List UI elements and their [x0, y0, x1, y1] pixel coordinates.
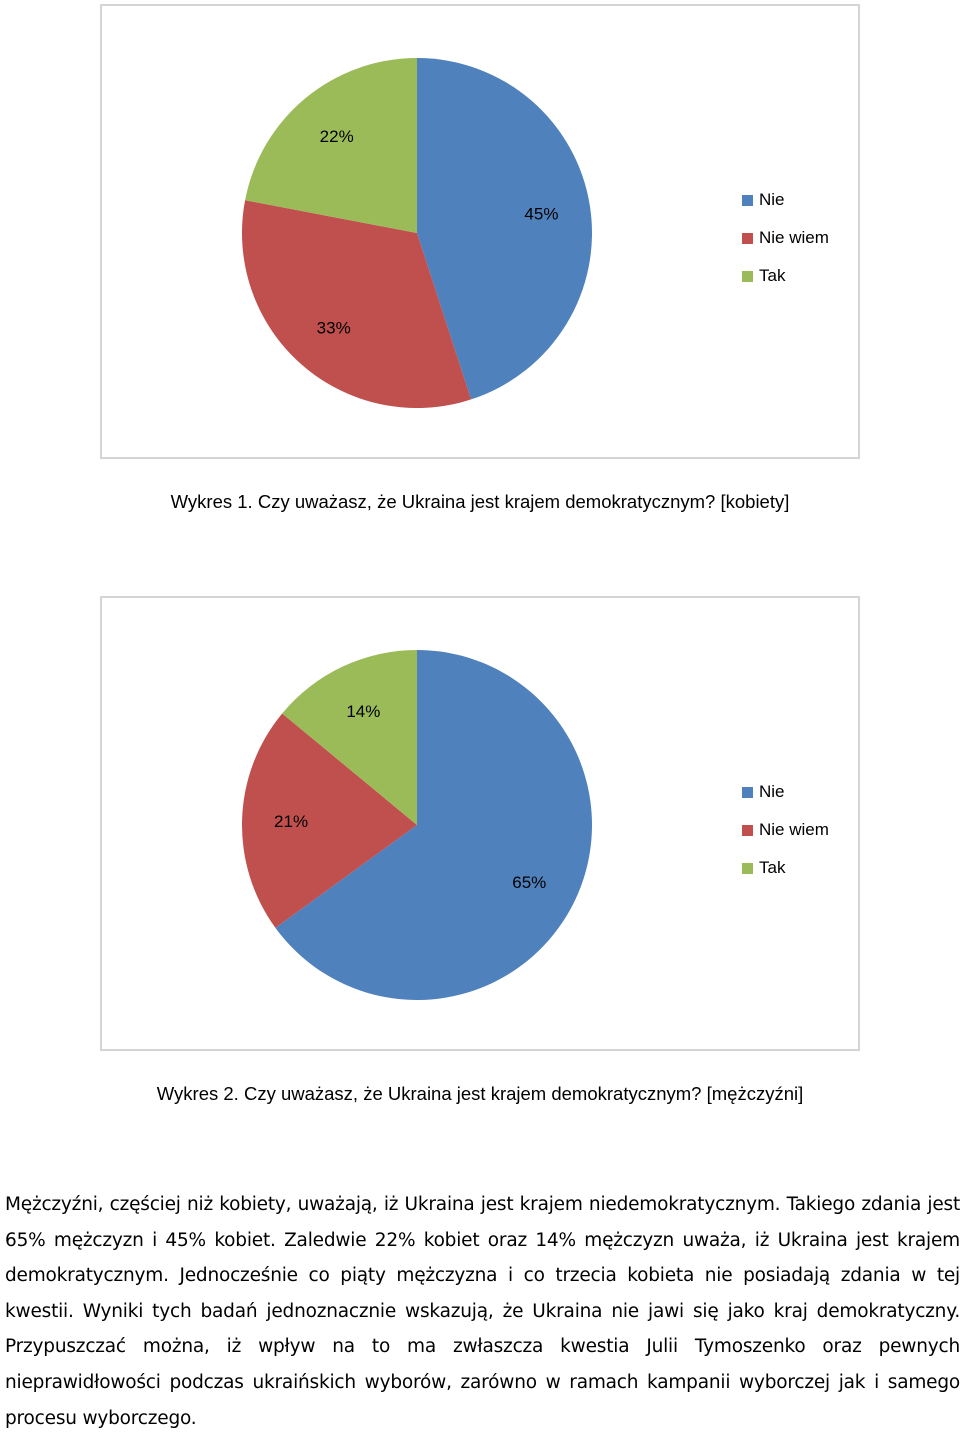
data-label: 14%: [346, 702, 380, 721]
legend-label: Tak: [759, 266, 786, 285]
chart-1: 45% 33% 22% Nie Nie wiem Tak: [100, 4, 860, 459]
legend-swatch-tak: [742, 270, 753, 282]
body-paragraph: Mężczyźni, częściej niż kobiety, uważają…: [5, 1194, 960, 1429]
pie-chart-2: 65% 21% 14%: [242, 650, 592, 1000]
legend-item-tak: Tak: [742, 257, 829, 295]
pie-slice-nie: [275, 650, 592, 1000]
legend-item-nie-wiem: Nie wiem: [742, 219, 829, 257]
legend-item-nie: Nie: [742, 181, 829, 219]
pie-slice-tak: [282, 650, 417, 825]
pie-slice-nie-wiem: [242, 713, 417, 928]
legend-label: Nie: [759, 782, 785, 801]
data-label: 21%: [274, 812, 308, 831]
legend-swatch-nie: [742, 786, 753, 798]
legend-label: Nie wiem: [759, 820, 829, 839]
pie-chart-1: 45% 33% 22%: [242, 58, 592, 408]
legend-item-nie: Nie: [742, 773, 829, 811]
data-label: 22%: [320, 127, 354, 146]
chart-2-caption: Wykres 2. Czy uważasz, że Ukraina jest k…: [156, 1083, 804, 1104]
legend-swatch-nie-wiem: [742, 232, 753, 244]
legend-swatch-nie: [742, 194, 753, 206]
data-label: 45%: [524, 204, 558, 223]
legend-label: Nie wiem: [759, 228, 829, 247]
data-label: 33%: [317, 319, 351, 338]
chart-1-caption: Wykres 1. Czy uważasz, że Ukraina jest k…: [170, 491, 790, 512]
pie-slice-nie: [417, 58, 592, 400]
legend-swatch-tak: [742, 862, 753, 874]
legend-1: Nie Nie wiem Tak: [742, 181, 829, 295]
legend-swatch-nie-wiem: [742, 824, 753, 836]
legend-item-nie-wiem: Nie wiem: [742, 811, 829, 849]
legend-label: Tak: [759, 858, 786, 877]
data-label: 65%: [512, 873, 546, 892]
pie-slice-nie-wiem: [242, 200, 472, 408]
chart-2: 65% 21% 14% Nie Nie wiem Tak: [100, 596, 860, 1051]
legend-2: Nie Nie wiem Tak: [742, 773, 829, 887]
pie-slice-tak: [245, 58, 417, 233]
legend-item-tak: Tak: [742, 849, 829, 887]
legend-label: Nie: [759, 190, 785, 209]
